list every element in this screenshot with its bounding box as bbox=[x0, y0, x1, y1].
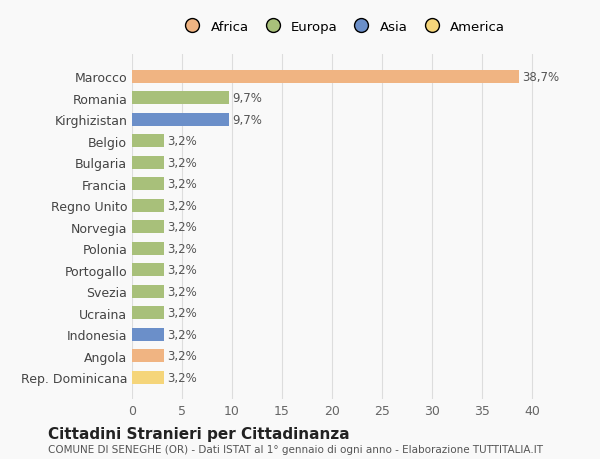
Legend: Africa, Europa, Asia, America: Africa, Europa, Asia, America bbox=[175, 17, 509, 38]
Text: 3,2%: 3,2% bbox=[167, 242, 197, 255]
Bar bbox=[132, 285, 164, 298]
Bar bbox=[132, 263, 164, 276]
Text: 3,2%: 3,2% bbox=[167, 221, 197, 234]
Text: 3,2%: 3,2% bbox=[167, 349, 197, 362]
Bar bbox=[132, 199, 164, 212]
Text: 3,2%: 3,2% bbox=[167, 328, 197, 341]
Bar bbox=[132, 92, 229, 105]
Bar bbox=[132, 135, 164, 148]
Text: 3,2%: 3,2% bbox=[167, 285, 197, 298]
Bar bbox=[132, 71, 519, 84]
Text: Cittadini Stranieri per Cittadinanza: Cittadini Stranieri per Cittadinanza bbox=[48, 426, 350, 442]
Bar bbox=[132, 371, 164, 384]
Text: 3,2%: 3,2% bbox=[167, 199, 197, 212]
Text: 3,2%: 3,2% bbox=[167, 178, 197, 191]
Bar bbox=[132, 221, 164, 234]
Text: 3,2%: 3,2% bbox=[167, 157, 197, 169]
Text: 38,7%: 38,7% bbox=[522, 71, 559, 84]
Bar bbox=[132, 178, 164, 191]
Text: COMUNE DI SENEGHE (OR) - Dati ISTAT al 1° gennaio di ogni anno - Elaborazione TU: COMUNE DI SENEGHE (OR) - Dati ISTAT al 1… bbox=[48, 444, 543, 454]
Bar bbox=[132, 157, 164, 169]
Bar bbox=[132, 242, 164, 255]
Bar bbox=[132, 328, 164, 341]
Text: 3,2%: 3,2% bbox=[167, 135, 197, 148]
Bar bbox=[132, 349, 164, 362]
Text: 9,7%: 9,7% bbox=[232, 113, 262, 127]
Bar bbox=[132, 307, 164, 319]
Text: 3,2%: 3,2% bbox=[167, 263, 197, 277]
Text: 9,7%: 9,7% bbox=[232, 92, 262, 105]
Text: 3,2%: 3,2% bbox=[167, 371, 197, 384]
Text: 3,2%: 3,2% bbox=[167, 307, 197, 319]
Bar bbox=[132, 113, 229, 127]
